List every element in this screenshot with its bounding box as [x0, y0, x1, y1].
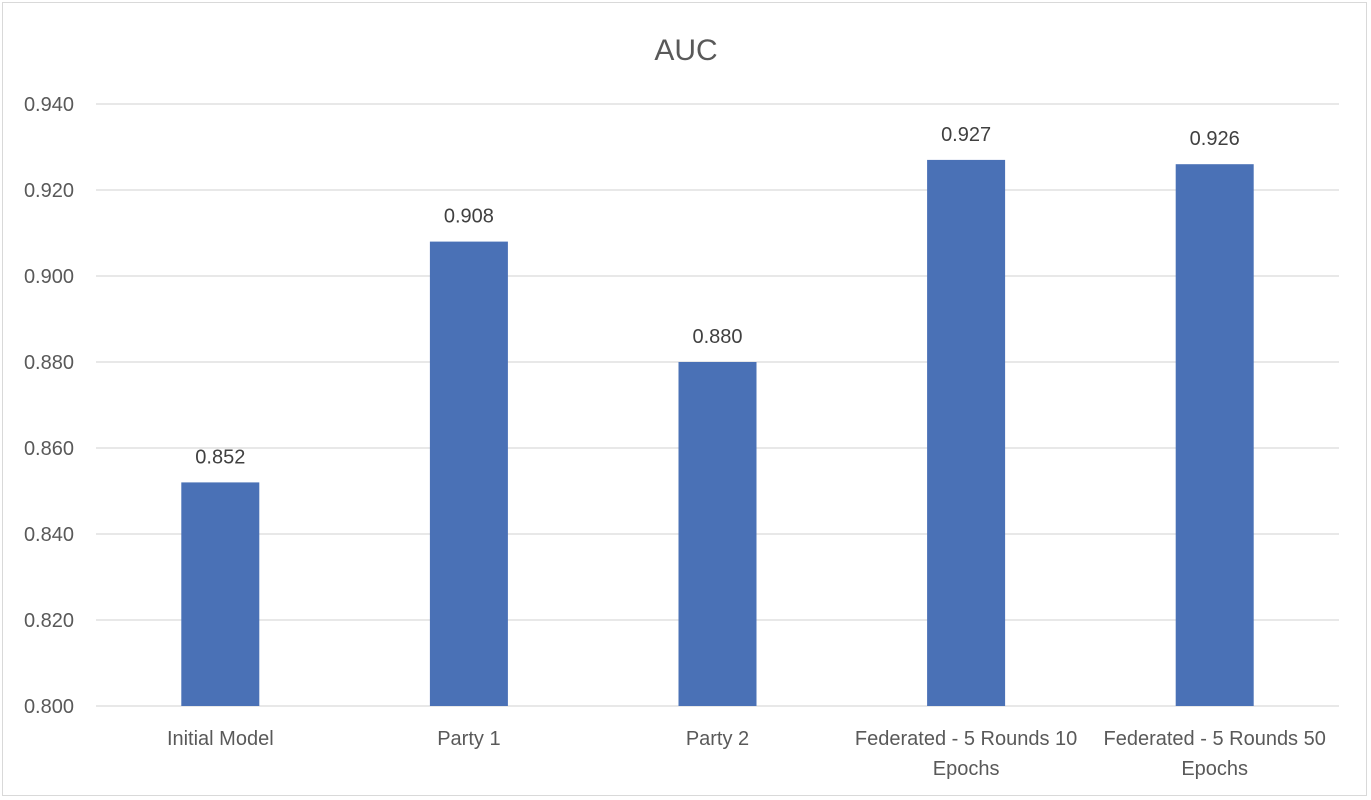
y-axis-ticks: 0.800 0.820 0.840 0.860 0.880 0.900 0.920 0.940	[24, 94, 74, 718]
x-category-label: Epochs	[1181, 758, 1248, 780]
x-axis-categories: Initial Model Party 1 Party 2 Federated - 5…	[167, 728, 1326, 780]
chart-title: AUC	[654, 34, 717, 67]
x-category-label: Federated - 5 Rounds 50	[1104, 728, 1326, 750]
bar	[1175, 164, 1254, 706]
data-label: 0.852	[195, 446, 245, 468]
y-tick-label: 0.900	[24, 266, 74, 288]
y-tick-label: 0.860	[24, 438, 74, 460]
bar	[927, 159, 1006, 706]
bar	[429, 241, 508, 706]
data-label: 0.880	[692, 326, 742, 348]
y-tick-label: 0.800	[24, 696, 74, 718]
data-label: 0.927	[941, 124, 991, 146]
bar	[181, 482, 260, 706]
y-tick-label: 0.920	[24, 180, 74, 202]
x-category-label: Epochs	[933, 758, 1000, 780]
data-labels: 0.852 0.908 0.880 0.927 0.926	[195, 124, 1239, 469]
data-label: 0.908	[444, 206, 494, 228]
y-tick-label: 0.840	[24, 524, 74, 546]
y-tick-label: 0.940	[24, 94, 74, 116]
x-category-label: Party 1	[437, 728, 500, 750]
x-category-label: Federated - 5 Rounds 10	[855, 728, 1077, 750]
bars	[181, 159, 1254, 706]
y-tick-label: 0.820	[24, 610, 74, 632]
y-tick-label: 0.880	[24, 352, 74, 374]
data-label: 0.926	[1190, 128, 1240, 150]
bar	[678, 362, 757, 706]
x-category-label: Party 2	[686, 728, 749, 750]
x-category-label: Initial Model	[167, 728, 274, 750]
